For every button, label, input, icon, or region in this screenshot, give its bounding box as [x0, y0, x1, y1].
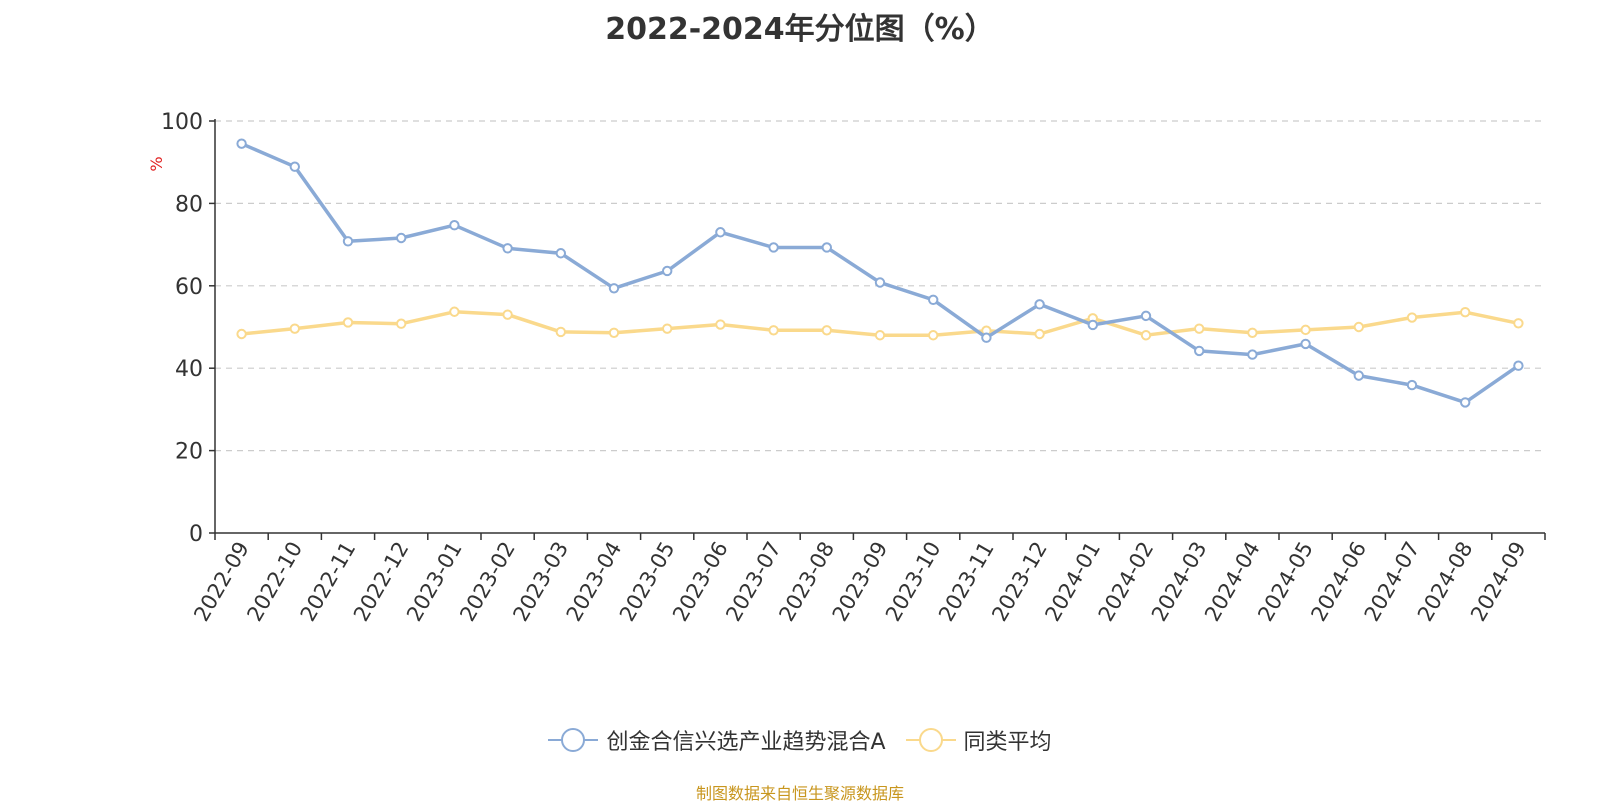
data-point-series-0 [981, 332, 992, 343]
data-point-series-1 [1460, 306, 1471, 318]
data-point-series-0 [236, 138, 247, 149]
data-point-series-0 [821, 242, 832, 253]
data-point-series-0 [1034, 299, 1045, 310]
y-tick-label: 80 [175, 192, 203, 217]
legend-swatch-fund [548, 727, 599, 753]
data-point-series-0 [289, 161, 300, 172]
y-tick-label: 40 [175, 357, 203, 382]
legend-item-fund[interactable]: 创金合信兴选产业趋势混合A [548, 724, 886, 756]
data-point-series-1 [1300, 324, 1311, 336]
data-point-series-1 [1140, 330, 1152, 341]
axis-labels: 0204060801002022-092022-102022-112022-12… [147, 110, 1531, 625]
data-point-series-0 [715, 227, 726, 238]
data-point-series-0 [608, 283, 620, 294]
data-point-series-0 [874, 277, 886, 288]
data-point-series-1 [928, 330, 939, 341]
data-point-series-1 [1247, 327, 1258, 338]
y-tick-label: 0 [189, 522, 203, 547]
data-point-series-1 [502, 309, 513, 320]
axes [209, 119, 1546, 540]
data-point-series-1 [1513, 318, 1524, 329]
data-point-series-1 [1406, 312, 1418, 323]
legend: 创金合信兴选产业趋势混合A 同类平均 [0, 722, 1600, 758]
data-point-series-1 [715, 319, 726, 330]
data-point-series-1 [342, 317, 354, 328]
data-point-series-0 [555, 248, 566, 259]
y-tick-label: 60 [175, 275, 203, 300]
data-point-series-1 [608, 327, 620, 338]
data-point-series-0 [1194, 345, 1205, 357]
data-point-series-0 [1087, 319, 1099, 331]
data-point-series-1 [449, 306, 460, 317]
y-axis-label: % [147, 156, 166, 171]
data-point-series-1 [396, 318, 407, 329]
chart-title: 2022-2024年分位图（%） [605, 12, 995, 47]
grid-lines [215, 120, 1545, 452]
data-point-series-0 [1406, 379, 1418, 391]
data-point-series-1 [289, 323, 300, 334]
data-point-series-0 [928, 294, 939, 306]
data-point-series-1 [1353, 321, 1365, 333]
data-point-series-1 [821, 325, 832, 336]
y-tick-label: 100 [161, 110, 203, 135]
legend-item-peer-average[interactable]: 同类平均 [905, 724, 1052, 756]
source-note: 制图数据来自恒生聚源数据库 [695, 784, 904, 803]
data-point-series-0 [662, 265, 673, 277]
data-point-series-1 [1034, 328, 1045, 340]
legend-label-peer-average: 同类平均 [963, 730, 1052, 755]
series-lines [236, 138, 1524, 408]
series-line-0 [239, 141, 1521, 405]
data-point-series-0 [449, 220, 460, 231]
data-point-series-0 [342, 236, 354, 247]
data-point-series-0 [1300, 338, 1311, 350]
data-point-series-0 [1353, 370, 1365, 381]
legend-label-fund: 创金合信兴选产业趋势混合A [606, 730, 886, 755]
data-point-series-0 [1140, 310, 1152, 322]
data-point-series-1 [768, 325, 779, 336]
data-point-series-1 [236, 328, 247, 340]
data-point-series-0 [1247, 349, 1258, 360]
y-tick-label: 20 [175, 440, 203, 465]
data-point-series-0 [1460, 397, 1471, 408]
data-point-series-1 [874, 330, 886, 341]
legend-swatch-peer-average [905, 727, 956, 753]
data-point-series-1 [1194, 323, 1205, 334]
data-point-series-1 [662, 323, 673, 334]
data-point-series-1 [555, 326, 566, 338]
data-point-series-0 [768, 242, 779, 253]
data-point-series-0 [502, 243, 513, 254]
data-point-series-0 [396, 232, 407, 244]
data-point-series-0 [1513, 360, 1524, 371]
